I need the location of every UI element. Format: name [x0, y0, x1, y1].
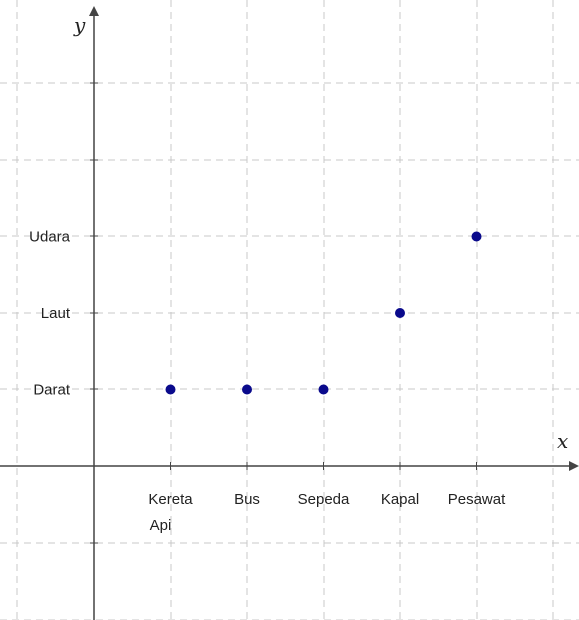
data-point: [165, 384, 176, 395]
x-axis-arrow: [569, 461, 579, 471]
x-tick-label: Kapal: [381, 491, 419, 508]
x-tick-label: Sepeda: [298, 491, 350, 508]
data-points: [165, 231, 482, 395]
data-point: [242, 384, 252, 395]
x-tick-labels: Kereta Api Bus Sepeda Kapal Pesawat: [148, 491, 506, 534]
data-point: [395, 308, 405, 318]
y-axis-arrow: [89, 6, 99, 16]
x-tick-label: Kereta Api: [148, 491, 193, 534]
x-tick-label: Pesawat: [448, 491, 506, 508]
x-axis-title: x: [557, 429, 568, 453]
x-tick-label: Bus: [234, 491, 260, 508]
y-tick-label: Laut: [41, 305, 71, 322]
y-axis-title: y: [73, 13, 86, 37]
y-tick-label: Udara: [29, 229, 71, 246]
axes: [0, 6, 579, 620]
y-tick-label: Darat: [33, 382, 71, 399]
data-point: [471, 231, 482, 242]
y-tick-labels: Darat Laut Udara: [29, 229, 71, 399]
data-point: [318, 384, 329, 395]
